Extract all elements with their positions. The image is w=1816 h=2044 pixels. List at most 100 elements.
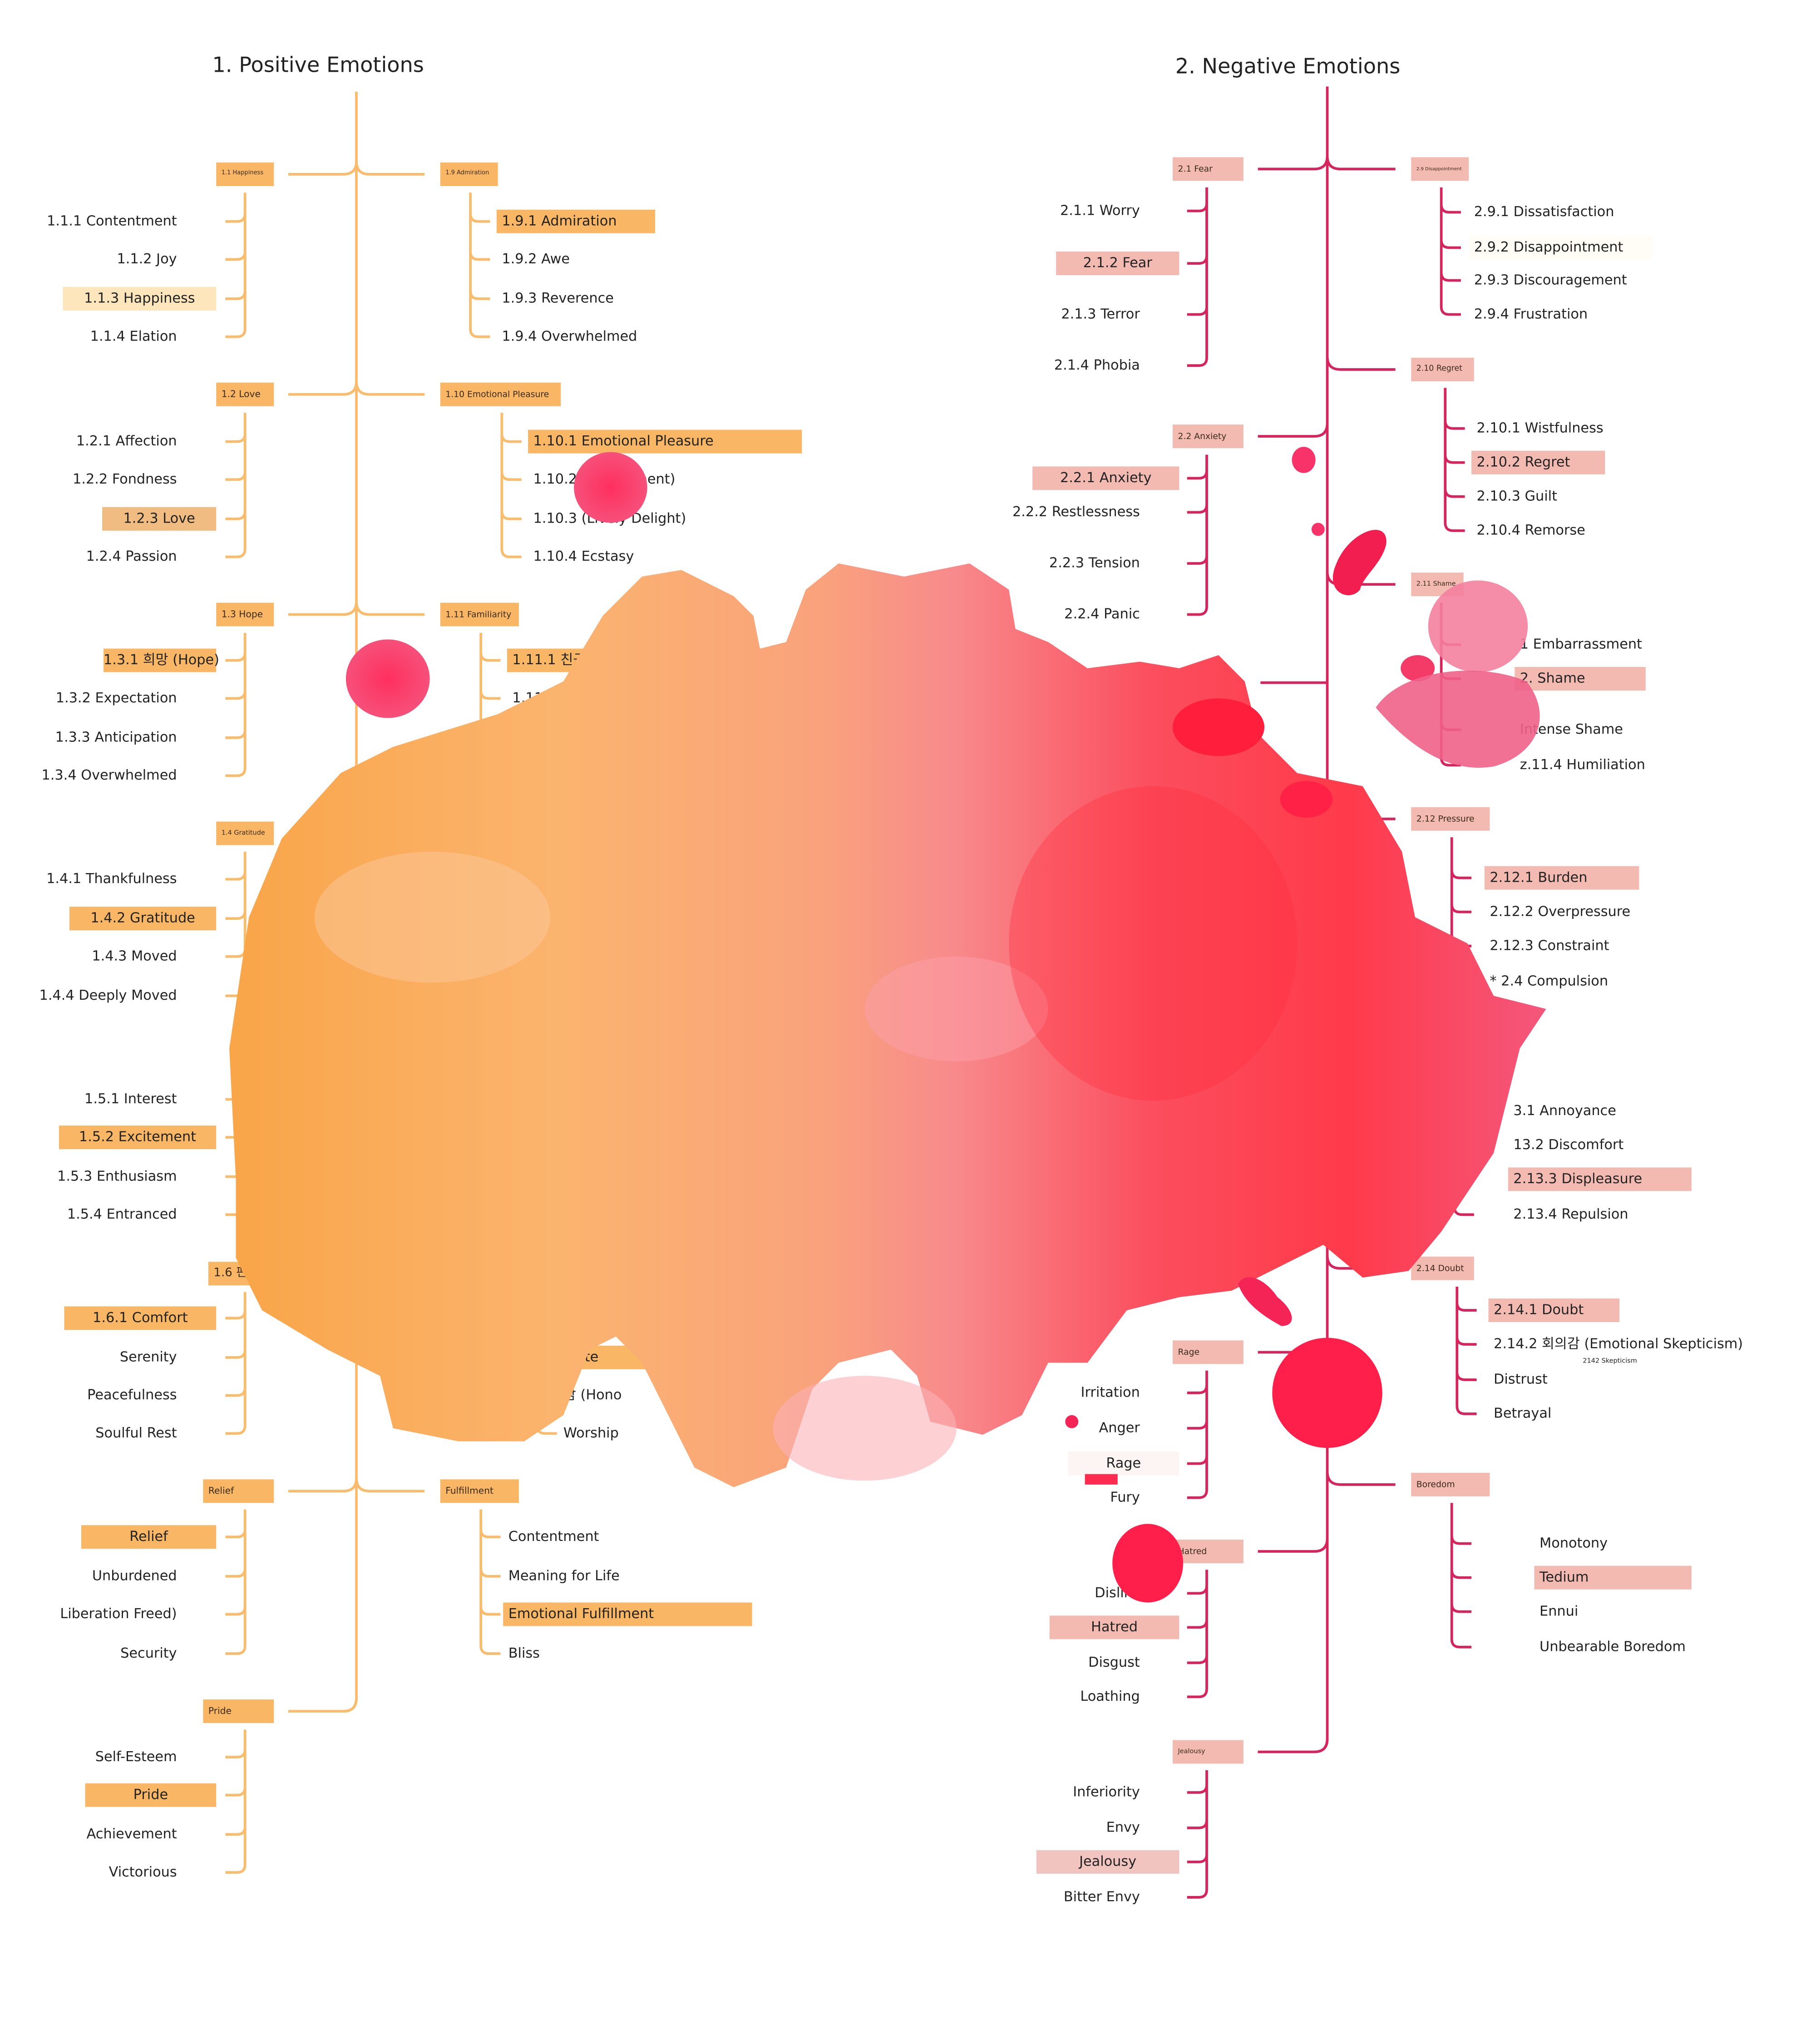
highlighted-emotion-item[interactable]: Jealousy (1036, 1850, 1179, 1874)
emotion-item[interactable]: Intense Shame (1520, 722, 1623, 738)
emotion-item[interactable]: Loathing (1080, 1689, 1140, 1705)
emotion-item[interactable]: Fury (1110, 1490, 1140, 1506)
emotion-item[interactable]: Distrust (1494, 1372, 1548, 1388)
group-box-2-9-disappointment[interactable]: 2.9 Disappointment (1411, 157, 1469, 181)
emotion-item[interactable]: 1.9.4 Overwhelmed (502, 329, 637, 345)
group-box-1-5[interactable]: 1.5 흥 (234, 1042, 274, 1066)
emotion-item[interactable]: Bitter Envy (1063, 1889, 1140, 1906)
highlighted-emotion-item[interactable]: Rage (1068, 1452, 1179, 1476)
highlighted-emotion-item[interactable]: Pride (85, 1783, 217, 1807)
emotion-item[interactable]: Irritation (1081, 1385, 1140, 1401)
group-box-1-6[interactable]: 1.6 편안 (208, 1262, 274, 1286)
emotion-item[interactable]: 1.9.2 Awe (502, 252, 570, 267)
group-box-relief[interactable]: Relief (203, 1479, 274, 1503)
highlighted-emotion-item[interactable]: (Este (558, 1345, 663, 1369)
emotion-item[interactable]: 2.12.2 Overpressure (1490, 904, 1631, 920)
group-box-2-1-fear[interactable]: 2.1 Fear (1172, 157, 1244, 181)
emotion-item[interactable]: 1.5.1 Interest (84, 1091, 177, 1107)
group-box-2-2-anxiety[interactable]: 2.2 Anxiety (1172, 425, 1244, 449)
highlighted-emotion-item[interactable]: Hatred (1049, 1615, 1179, 1639)
emotion-item[interactable]: Achievement (86, 1827, 177, 1842)
emotion-item[interactable]: Security (120, 1645, 177, 1662)
emotion-item[interactable]: Unburdened (92, 1568, 177, 1585)
emotion-item[interactable]: 1.1.4 Elation (90, 329, 177, 345)
highlighted-emotion-item[interactable]: 1.4.2 Gratitude (69, 907, 217, 931)
emotion-item[interactable]: 1. (512, 730, 526, 746)
group-box-2-12-pressure[interactable]: 2.12 Pressure (1411, 807, 1490, 831)
emotion-item[interactable]: Soulful Rest (95, 1425, 177, 1442)
emotion-item[interactable]: 1.4.4 Deeply Moved (39, 988, 177, 1004)
highlighted-emotion-item[interactable]: 2.10.2 Regret (1471, 450, 1605, 474)
emotion-item[interactable]: 1.5.3 Enthusiasm (57, 1169, 177, 1185)
emotion-item[interactable]: 1.4.1 Thankfulness (46, 871, 177, 887)
emotion-item[interactable]: 2.9.3 Discouragement (1474, 272, 1627, 288)
highlighted-emotion-item[interactable]: 2.9.2 Disappointment (1469, 236, 1653, 260)
highlighted-emotion-item[interactable]: 2.1.2 Fear (1056, 252, 1179, 276)
emotion-item[interactable]: 2.1.4 Phobia (1054, 357, 1140, 374)
emotion-item[interactable]: 1.2.1 Affection (76, 434, 177, 449)
group-box-group[interactable] (1411, 1036, 1477, 1060)
emotion-item[interactable]: 2.2.4 Panic (1064, 607, 1140, 622)
emotion-item[interactable]: 1.10.3 (Lively Delight) (533, 511, 686, 527)
emotion-item[interactable]: 1.2.2 Fondness (73, 471, 177, 488)
group-box-1-3-hope[interactable]: 1.3 Hope (216, 602, 274, 627)
emotion-item[interactable]: 2.10.1 Wistfulness (1476, 420, 1604, 437)
emotion-item[interactable]: 2.9.1 Dissatisfaction (1474, 204, 1614, 220)
group-box-1-10-emotional-pleasure[interactable]: 1.10 Emotional Pleasure (440, 382, 561, 406)
emotion-item[interactable]: Inferiority (1073, 1784, 1140, 1801)
group-box-boredom[interactable]: Boredom (1411, 1472, 1490, 1496)
emotion-item[interactable]: 1.11.2 (512, 690, 556, 706)
emotion-item[interactable]: Unbearable Boredom (1540, 1639, 1686, 1655)
emotion-item[interactable]: Dislike (1095, 1585, 1140, 1601)
emotion-item[interactable]: 1.3.4 Overwhelmed (41, 768, 177, 784)
highlighted-emotion-item[interactable]: 1.5.2 Excitement (59, 1126, 217, 1150)
group-box-group[interactable] (440, 1262, 519, 1286)
highlighted-emotion-item[interactable]: 2.13.3 Displeasure (1508, 1167, 1692, 1191)
emotion-item[interactable]: Ennui (1540, 1604, 1579, 1620)
emotion-item[interactable]: Peacefulness (87, 1387, 177, 1403)
emotion-item[interactable]: 1.9.3 Reverence (502, 291, 614, 307)
emotion-item[interactable]: 1.3.2 Expectation (55, 690, 177, 706)
highlighted-emotion-item[interactable]: 1.6.1 Comfort (64, 1306, 217, 1330)
emotion-item[interactable]: 2.10.4 Remorse (1476, 523, 1585, 539)
group-box-1-1-happiness[interactable]: 1.1 Happiness (216, 162, 274, 186)
group-box-2-11-shame[interactable]: 2.11 Shame (1411, 573, 1464, 597)
highlighted-emotion-item[interactable]: 2.2.1 Anxiety (1032, 466, 1179, 490)
emotion-item[interactable]: 2.2.3 Tension (1049, 555, 1140, 572)
emotion-item[interactable]: 1.5.4 Entranced (67, 1207, 177, 1223)
highlighted-emotion-item[interactable]: 2.12.1 Burden (1484, 866, 1639, 890)
emotion-item[interactable]: 2.13.4 Repulsion (1513, 1207, 1628, 1223)
emotion-item[interactable]: 감 (Hono (563, 1387, 622, 1403)
emotion-item[interactable]: 1.10.4 Ecstasy (533, 549, 634, 565)
emotion-item[interactable]: Betrayal (1494, 1406, 1552, 1422)
emotion-item[interactable]: Disgust (1088, 1655, 1140, 1671)
highlighted-emotion-item[interactable]: 2.14.1 Doubt (1488, 1298, 1620, 1322)
highlighted-emotion-item[interactable]: 1.3.1 희망 (Hope) (103, 648, 219, 672)
emotion-item[interactable]: 1.3.3 Anticipation (55, 730, 177, 746)
highlighted-emotion-item[interactable]: 1.10.1 Emotional Pleasure (528, 430, 802, 454)
highlighted-emotion-item[interactable]: Relief (81, 1525, 217, 1549)
highlighted-emotion-item[interactable]: 1.1.3 Happiness (63, 287, 217, 311)
emotion-item[interactable]: 2.1.3 Terror (1061, 306, 1140, 322)
emotion-item[interactable]: Meaning for Life (508, 1568, 620, 1585)
emotion-item[interactable]: 1.10.2 (Amusement) (533, 471, 676, 488)
emotion-item[interactable]: Victorious (109, 1864, 177, 1881)
group-box-1-2-love[interactable]: 1.2 Love (216, 382, 274, 406)
group-box-pride[interactable]: Pride (203, 1699, 274, 1723)
group-box-fulfillment[interactable]: Fulfillment (440, 1479, 519, 1503)
emotion-item[interactable]: z.11.4 Humiliation (1520, 757, 1645, 773)
emotion-item[interactable]: Self-Esteem (95, 1749, 177, 1765)
emotion-item[interactable]: 1.1.2 Joy (117, 252, 177, 267)
highlighted-emotion-item[interactable]: 1.2.3 Love (102, 507, 217, 531)
highlighted-emotion-item[interactable]: Emotional Fulfillment (503, 1602, 752, 1626)
highlighted-emotion-item[interactable]: 1.11.1 친근 (507, 648, 625, 672)
emotion-item[interactable]: 1.2.4 Passion (86, 549, 177, 565)
group-box-1-4-gratitude[interactable]: 1.4 Gratitude (216, 821, 274, 845)
emotion-item[interactable]: Serenity (119, 1349, 177, 1366)
emotion-item[interactable]: Bliss (508, 1645, 540, 1662)
emotion-item[interactable]: 2.10.3 Guilt (1476, 489, 1557, 505)
emotion-item[interactable]: 13.2 Discomfort (1513, 1137, 1624, 1153)
emotion-item[interactable]: * 2.4 Compulsion (1490, 973, 1609, 989)
emotion-item[interactable]: 2.14.2 회의감 (Emotional Skepticism) (1494, 1336, 1743, 1353)
emotion-item[interactable]: 2.1.1 Worry (1060, 203, 1140, 219)
